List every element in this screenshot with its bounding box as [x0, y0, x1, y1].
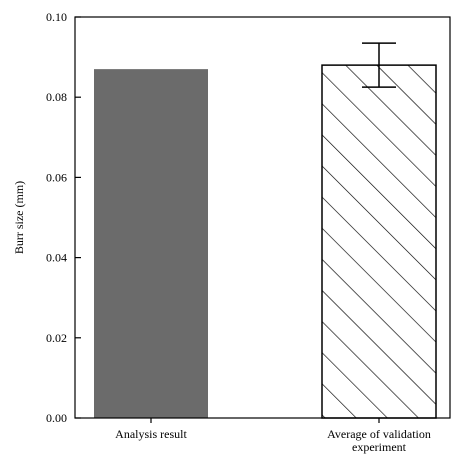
y-axis-title: Burr size (mm) — [12, 181, 26, 254]
error-bar-1 — [362, 42, 396, 88]
y-tick-label-1: 0.02 — [46, 331, 67, 345]
x-category-label-line: Analysis result — [115, 427, 187, 441]
x-category-label-1: Average of validation experiment — [327, 427, 431, 454]
bar-1 — [321, 64, 437, 419]
y-tick-label-4: 0.08 — [46, 90, 67, 104]
y-tick-label-3: 0.06 — [46, 170, 67, 184]
bar-0 — [94, 69, 208, 418]
x-category-label-0: Analysis result — [115, 427, 187, 441]
y-tick-label-5: 0.10 — [46, 10, 67, 24]
x-category-label-line: experiment — [352, 440, 407, 454]
plot-frame — [74, 16, 451, 419]
y-tick-label-2: 0.04 — [46, 251, 67, 265]
y-tick-label-0: 0.00 — [46, 411, 67, 425]
x-category-label-line: Average of validation — [327, 427, 431, 441]
